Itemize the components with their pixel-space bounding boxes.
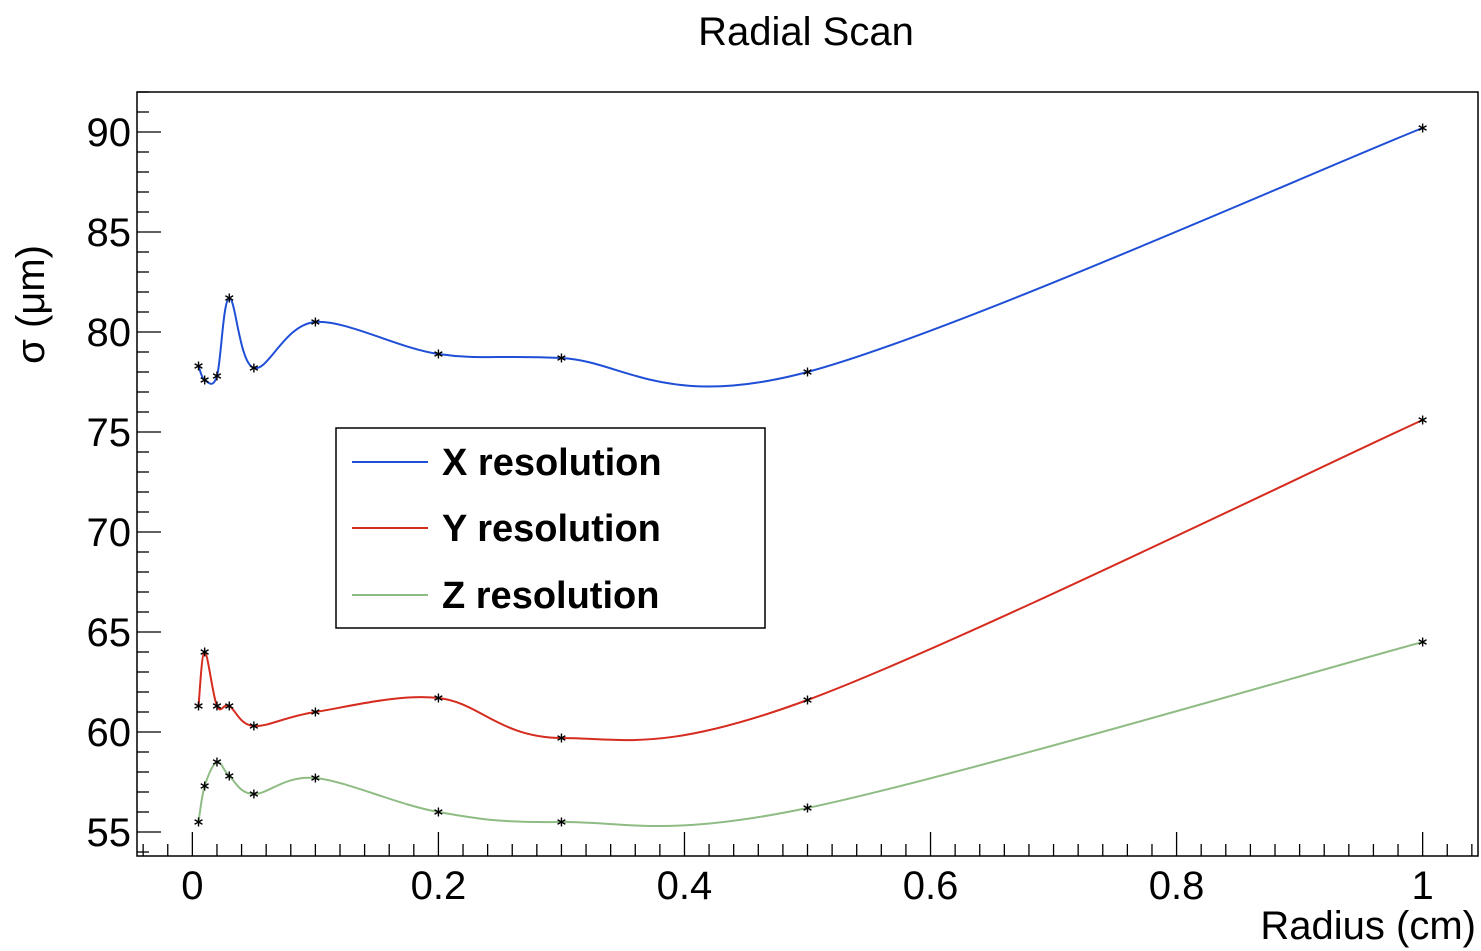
x-tick-label: 0 <box>181 864 203 908</box>
data-point-x-resolution <box>311 317 320 327</box>
y-tick-label: 70 <box>87 511 132 555</box>
data-point-y-resolution <box>200 647 209 657</box>
y-tick-label: 85 <box>87 211 132 255</box>
data-point-z-resolution <box>194 817 203 827</box>
legend: X resolution Y resolution Z resolution <box>335 427 766 629</box>
data-point-z-resolution <box>311 773 320 783</box>
y-tick-label: 65 <box>87 611 132 655</box>
data-point-z-resolution <box>200 781 209 791</box>
x-tick-label: 1 <box>1412 864 1434 908</box>
legend-label-z-resolution: Z resolution <box>442 575 659 617</box>
data-point-x-resolution <box>200 375 209 385</box>
legend-label-y-resolution: Y resolution <box>442 508 661 550</box>
data-point-x-resolution <box>225 293 234 303</box>
data-point-y-resolution <box>194 701 203 711</box>
y-axis-title: σ (μm) <box>9 245 53 364</box>
chart-title: Radial Scan <box>698 10 914 54</box>
data-point-x-resolution <box>557 353 566 363</box>
y-tick-label: 80 <box>87 311 132 355</box>
data-point-x-resolution <box>212 371 222 381</box>
y-axis-ticks <box>137 91 161 853</box>
series-line-z-resolution <box>197 641 1423 827</box>
data-point-y-resolution <box>434 693 443 703</box>
data-point-y-resolution <box>225 701 234 711</box>
data-point-z-resolution <box>249 789 259 799</box>
data-point-z-resolution <box>212 757 222 767</box>
data-point-y-resolution <box>311 707 320 717</box>
x-tick-label: 0.2 <box>411 864 467 908</box>
series-line-x-resolution <box>197 127 1424 388</box>
x-tick-label: 0.6 <box>903 864 959 908</box>
data-point-z-resolution <box>225 771 234 781</box>
series-markers <box>194 123 1427 827</box>
y-axis-tick-labels: 55 60 65 70 75 80 85 90 <box>87 111 132 855</box>
data-point-x-resolution <box>249 363 259 373</box>
data-point-z-resolution <box>803 803 812 813</box>
y-tick-label: 60 <box>87 711 132 755</box>
legend-label-x-resolution: X resolution <box>442 442 662 484</box>
data-point-x-resolution <box>434 349 443 359</box>
x-axis-ticks <box>142 832 1473 856</box>
x-axis-tick-labels: 0 0.2 0.4 0.6 0.8 1 <box>181 864 1434 908</box>
data-point-y-resolution <box>212 701 222 711</box>
data-point-x-resolution <box>803 367 812 377</box>
data-point-z-resolution <box>434 807 443 817</box>
data-point-z-resolution <box>1418 637 1427 647</box>
data-point-y-resolution <box>1418 415 1427 425</box>
x-axis-title: Radius (cm) <box>1260 904 1476 948</box>
data-point-x-resolution <box>1418 123 1427 133</box>
data-point-y-resolution <box>803 695 812 705</box>
x-tick-label: 0.4 <box>657 864 713 908</box>
data-point-y-resolution <box>249 721 259 731</box>
y-tick-label: 75 <box>87 411 132 455</box>
y-tick-label: 90 <box>87 111 132 155</box>
data-point-x-resolution <box>194 361 203 371</box>
data-point-z-resolution <box>557 817 566 827</box>
x-tick-label: 0.8 <box>1149 864 1205 908</box>
y-tick-label: 55 <box>87 811 132 855</box>
data-point-y-resolution <box>557 733 566 743</box>
